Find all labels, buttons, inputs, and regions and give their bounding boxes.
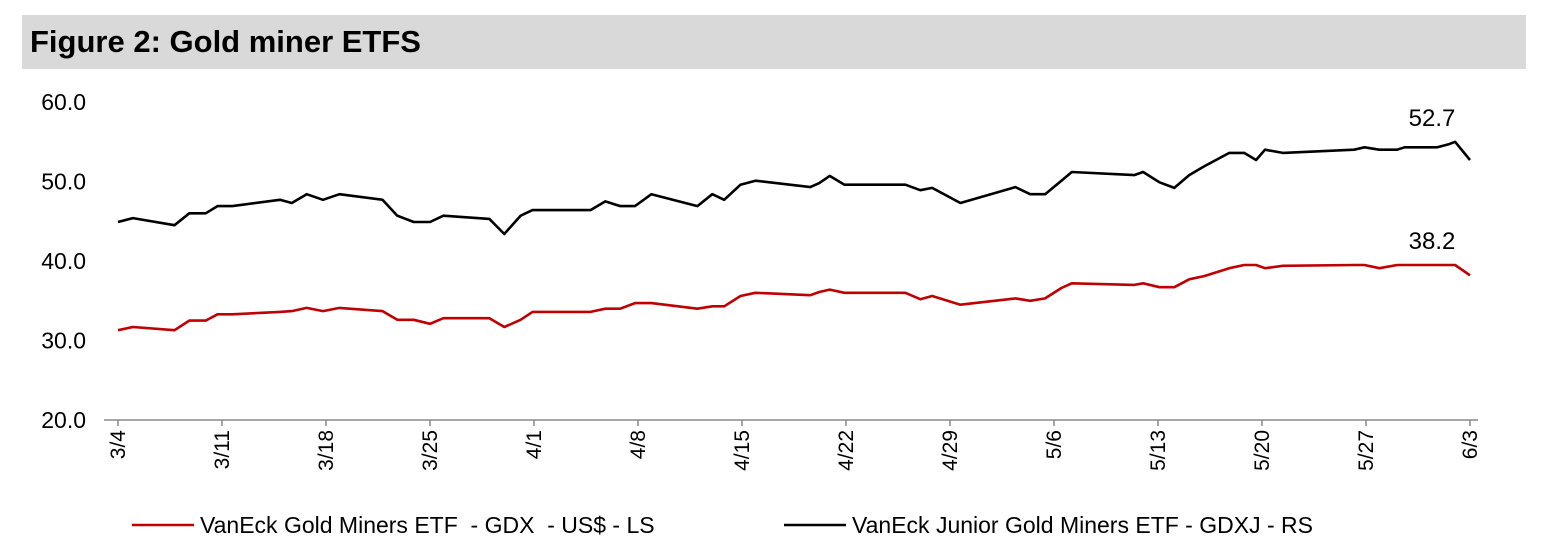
x-tick-label: 4/29 [939, 430, 962, 471]
x-tick-label: 5/27 [1355, 430, 1378, 471]
x-tick-label: 3/11 [211, 430, 234, 469]
x-tick-label: 4/8 [627, 430, 650, 459]
y-tick-label: 30.0 [41, 328, 86, 354]
x-tick-label: 5/20 [1251, 430, 1274, 471]
x-tick-label: 3/18 [315, 430, 338, 471]
y-tick-label: 40.0 [41, 248, 86, 274]
x-tick-label: 5/13 [1147, 430, 1170, 471]
x-tick-label: 3/25 [419, 430, 442, 471]
series-line-gdxj [117, 140, 1472, 236]
y-tick-label: 60.0 [41, 89, 86, 115]
x-tick-label: 4/1 [523, 430, 546, 459]
legend-label: VanEck Junior Gold Miners ETF - GDXJ - R… [852, 512, 1313, 538]
title-bar: Figure 2: Gold miner ETFS [22, 15, 1526, 69]
x-tick-label: 4/22 [835, 430, 858, 471]
x-tick-label: 4/15 [731, 430, 754, 471]
y-tick-label: 50.0 [41, 169, 86, 195]
x-tick-label: 5/6 [1043, 430, 1066, 459]
series-line-gdx [117, 263, 1471, 332]
chart-title: Figure 2: Gold miner ETFS [30, 24, 421, 59]
end-value-label: 38.2 [1409, 228, 1456, 255]
legend-label: VanEck Gold Miners ETF - GDX - US$ - LS [200, 512, 655, 538]
y-tick-label: 20.0 [41, 407, 86, 433]
x-tick-label: 3/4 [107, 430, 130, 460]
end-value-label: 52.7 [1409, 105, 1456, 132]
x-tick-label: 6/3 [1459, 430, 1482, 459]
